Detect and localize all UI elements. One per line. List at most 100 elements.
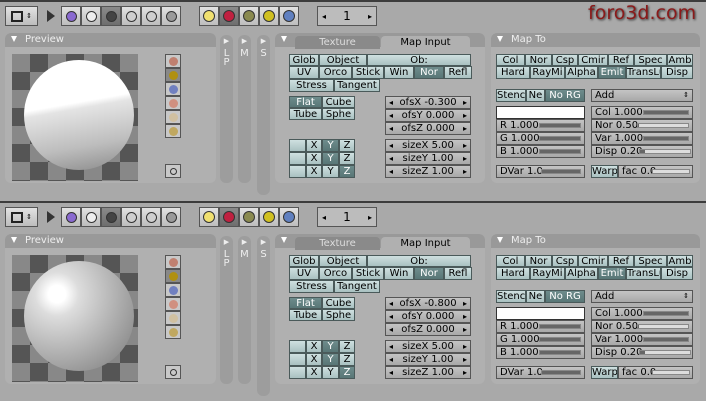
axis-row2-z-button[interactable]: Z — [339, 165, 355, 178]
axis-row0-y-button[interactable]: Y — [322, 139, 339, 152]
editing-icon[interactable] — [141, 207, 161, 227]
mapto-hard-button[interactable]: Hard — [496, 267, 530, 280]
axis-row2-blank-button[interactable] — [289, 165, 306, 178]
preview-render-button[interactable] — [165, 164, 181, 178]
axis-row2-y-button[interactable]: Y — [322, 165, 339, 178]
proj-sphe-button[interactable]: Sphe — [322, 309, 355, 321]
factor-slider[interactable]: Disp 0.20 — [591, 346, 693, 359]
mapto-alpha-button[interactable]: Alpha — [565, 267, 598, 280]
factor-slider[interactable]: Var 1.000 — [591, 132, 693, 145]
mapto-amb-button[interactable]: Amb — [667, 255, 693, 267]
mapto-cmir-button[interactable]: Cmir — [578, 54, 608, 66]
dvar-slider[interactable]: DVar 1.0 — [496, 366, 585, 379]
collapse-icon[interactable] — [11, 237, 17, 243]
blend-mode-select[interactable]: Add ⇕ — [591, 89, 693, 102]
mapto-nor-button[interactable]: Nor — [525, 54, 552, 66]
proj-tube-button[interactable]: Tube — [289, 309, 322, 321]
coord-refl-button[interactable]: Refl — [444, 66, 472, 79]
coord-glob-button[interactable]: Glob — [289, 255, 319, 267]
proj-tube-button[interactable]: Tube — [289, 108, 322, 120]
axis-row0-blank-button[interactable] — [289, 340, 306, 353]
proj-sphe-button[interactable]: Sphe — [322, 108, 355, 120]
side-tab-1[interactable]: ▶ M — [238, 236, 251, 384]
rgb-slider[interactable]: B 1.000 — [496, 346, 585, 359]
preview-render-button[interactable] — [165, 365, 181, 379]
mapto-ref-button[interactable]: Ref — [608, 255, 634, 267]
axis-row2-x-button[interactable]: X — [306, 165, 322, 178]
warp-button[interactable]: Warp — [591, 366, 618, 379]
mapto-spec-button[interactable]: Spec — [634, 54, 667, 66]
coord-tangent-button[interactable]: Tangent — [334, 79, 380, 92]
axis-row1-x-button[interactable]: X — [306, 353, 322, 366]
sky-preview-icon[interactable] — [165, 325, 181, 339]
factor-slider[interactable]: Disp 0.20 — [591, 145, 693, 158]
scene-icon[interactable] — [161, 207, 181, 227]
mapto-emit-button[interactable]: Emit — [598, 267, 626, 280]
mapto-csp-button[interactable]: Csp — [552, 255, 578, 267]
rgb-slider[interactable]: R 1.000 — [496, 320, 585, 333]
collapse-icon[interactable] — [497, 237, 503, 243]
ofs-field[interactable]: ofsY 0.000 — [385, 109, 471, 122]
axis-row0-z-button[interactable]: Z — [339, 340, 355, 353]
box-preview-icon[interactable] — [165, 82, 181, 96]
window-type-menu[interactable]: ⇕ — [5, 6, 38, 26]
warp-fac-slider[interactable]: fac 0.0 — [618, 165, 693, 178]
rgb-slider[interactable]: G 1.000 — [496, 333, 585, 346]
collapse-icon[interactable] — [281, 237, 287, 243]
mapto-raymi-button[interactable]: RayMi — [530, 267, 565, 280]
collapse-header-icon[interactable] — [47, 10, 55, 22]
frame-counter[interactable]: ◂ 1 ▸ — [317, 6, 377, 26]
mapto-hard-button[interactable]: Hard — [496, 66, 530, 79]
ofs-field[interactable]: ofsZ 0.000 — [385, 323, 471, 336]
scene-icon[interactable] — [161, 6, 181, 26]
mapto-spec-button[interactable]: Spec — [634, 255, 667, 267]
texture-icon[interactable] — [239, 6, 259, 26]
proj-flat-button[interactable]: Flat — [289, 96, 322, 108]
material-icon[interactable] — [219, 6, 239, 26]
world-icon[interactable] — [279, 207, 299, 227]
monkey-preview-icon[interactable] — [165, 96, 181, 110]
shading-icon[interactable] — [101, 207, 121, 227]
factor-slider[interactable]: Nor 0.50 — [591, 320, 693, 333]
tab-map-input[interactable]: Map Input — [381, 237, 470, 250]
side-tab-2[interactable]: ▶ S — [257, 35, 270, 195]
next-frame-icon[interactable]: ▸ — [367, 212, 372, 222]
mapto-raymi-button[interactable]: RayMi — [530, 66, 565, 79]
coord-tangent-button[interactable]: Tangent — [334, 280, 380, 293]
rgb-slider[interactable]: G 1.000 — [496, 132, 585, 145]
object-icon[interactable] — [121, 207, 141, 227]
coord-nor-button[interactable]: Nor — [414, 267, 444, 280]
axis-row2-y-button[interactable]: Y — [322, 366, 339, 379]
coord-ob-button[interactable]: Ob: — [367, 255, 471, 267]
window-type-menu[interactable]: ⇕ — [5, 207, 38, 227]
coord-stress-button[interactable]: Stress — [289, 79, 334, 92]
cube-preview-icon[interactable] — [165, 255, 181, 269]
ofs-field[interactable]: ofsY 0.000 — [385, 310, 471, 323]
size-field[interactable]: sizeX 5.00 — [385, 139, 471, 152]
prev-frame-icon[interactable]: ◂ — [322, 212, 327, 222]
axis-row1-y-button[interactable]: Y — [322, 152, 339, 165]
stencil-no rg-button[interactable]: No RG — [545, 89, 585, 102]
axis-row1-y-button[interactable]: Y — [322, 353, 339, 366]
mapto-nor-button[interactable]: Nor — [525, 255, 552, 267]
dvar-slider[interactable]: DVar 1.0 — [496, 165, 585, 178]
mapto-csp-button[interactable]: Csp — [552, 54, 578, 66]
mapto-translu-button[interactable]: TransLu — [626, 66, 661, 79]
logic-icon[interactable] — [61, 207, 81, 227]
shading-icon[interactable] — [101, 6, 121, 26]
sky-preview-icon[interactable] — [165, 124, 181, 138]
coord-uv-button[interactable]: UV — [289, 267, 319, 280]
axis-row0-x-button[interactable]: X — [306, 139, 322, 152]
side-tab-0[interactable]: ▶ L P — [220, 236, 233, 384]
coord-glob-button[interactable]: Glob — [289, 54, 319, 66]
monkey-preview-icon[interactable] — [165, 297, 181, 311]
stencil-stenc-button[interactable]: Stenc — [496, 89, 526, 102]
factor-slider[interactable]: Col 1.000 — [591, 106, 693, 119]
coord-win-button[interactable]: Win — [384, 66, 414, 79]
mapto-col-button[interactable]: Col — [496, 54, 525, 66]
mapto-disp-button[interactable]: Disp — [661, 66, 693, 79]
coord-orco-button[interactable]: Orco — [319, 267, 352, 280]
collapse-icon[interactable] — [281, 36, 287, 42]
texture-icon[interactable] — [239, 207, 259, 227]
blend-mode-select[interactable]: Add ⇕ — [591, 290, 693, 303]
